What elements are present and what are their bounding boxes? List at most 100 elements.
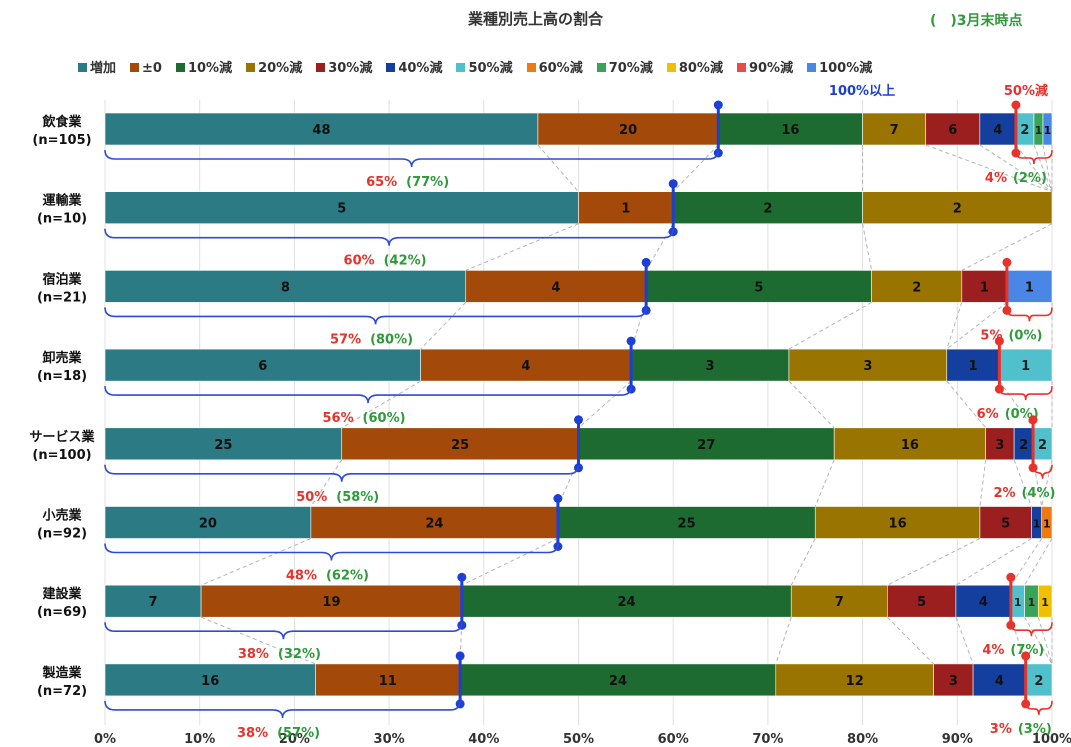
connector-line	[788, 380, 835, 429]
connector-line	[578, 380, 632, 429]
legend-item: 60%減	[526, 57, 583, 76]
bracket	[104, 386, 632, 404]
cumulative-prev-label: (62%)	[326, 569, 369, 584]
bar-segment	[310, 506, 559, 539]
x-tick-label: 0%	[94, 732, 116, 747]
connector-line	[790, 538, 816, 586]
bar-segment	[104, 427, 343, 461]
data-label: 25	[214, 438, 232, 453]
bar-segment	[104, 506, 312, 539]
cumulative-prev-label: (42%)	[384, 254, 427, 269]
tail-label: 2%	[993, 486, 1015, 501]
legend-item: 100%減	[807, 57, 872, 76]
connector-line	[200, 538, 312, 586]
bar-segment	[946, 348, 1000, 382]
tail-prev-label: (7%)	[1010, 643, 1044, 658]
connector-line	[775, 617, 792, 665]
marker-dot	[455, 651, 465, 661]
legend-item: 10%減	[175, 57, 233, 76]
data-label: 1	[980, 280, 989, 295]
bar-segment	[1037, 584, 1053, 618]
bar-segment	[104, 191, 579, 224]
category-label: 製造業	[41, 665, 82, 681]
marker-dot	[994, 336, 1004, 346]
tail-bracket	[998, 386, 1053, 401]
legend-label: 70%減	[608, 61, 653, 76]
connector-line	[814, 459, 835, 507]
bar-segment	[200, 584, 463, 618]
data-label: 7	[149, 595, 158, 610]
connector-line	[672, 144, 719, 193]
data-label: 1	[1021, 359, 1030, 374]
data-label: 24	[425, 517, 443, 532]
legend-swatch	[316, 63, 326, 72]
marker-dot	[457, 572, 467, 582]
bar-segment	[341, 427, 579, 461]
bar-segment	[1041, 506, 1053, 539]
bar-segment	[1025, 663, 1053, 697]
connector-line	[946, 302, 963, 350]
bar-segment	[925, 112, 981, 146]
legend-label: 増加	[90, 61, 117, 76]
cumulative-prev-label: (32%)	[278, 647, 321, 662]
data-label: 27	[697, 438, 715, 453]
connector-line	[886, 616, 934, 665]
marker-dot	[641, 257, 651, 267]
connector-line	[1024, 616, 1053, 665]
tail-bracket	[1006, 307, 1053, 322]
cumulative-label: 38%	[237, 726, 268, 741]
legend-swatch	[526, 63, 536, 72]
connector-line	[465, 223, 579, 271]
bar-segment	[961, 270, 1008, 303]
connector-line	[955, 617, 974, 665]
tail-bracket	[1010, 622, 1053, 637]
data-label: 11	[379, 674, 397, 689]
category-label: 建設業	[42, 586, 82, 602]
data-label: 2	[763, 202, 772, 217]
annotation-label: 100%以上	[829, 84, 895, 99]
legend-swatch	[130, 63, 140, 72]
connector-line	[946, 380, 987, 429]
legend-item: ±0	[130, 61, 162, 76]
data-label: 3	[863, 359, 872, 374]
cumulative-label: 56%	[322, 411, 353, 426]
tail-label: 4%	[982, 643, 1004, 658]
tail-bracket	[1024, 700, 1053, 715]
bar-segment	[717, 112, 863, 146]
bar-segment	[1042, 112, 1053, 146]
bracket	[104, 149, 720, 168]
connector-line	[955, 538, 1032, 586]
data-label: 1	[1033, 518, 1041, 531]
bar-segment	[862, 112, 927, 146]
marker-dot	[713, 100, 723, 110]
bar-segment	[578, 191, 674, 224]
legend-item: 70%減	[596, 57, 653, 76]
category-n-label: (n=18)	[37, 369, 87, 384]
bar-segment	[315, 663, 461, 697]
annotation-label: 50%減	[1004, 83, 1048, 99]
connector-line	[862, 223, 873, 271]
bar-segment	[459, 663, 777, 697]
data-label: 4	[993, 123, 1002, 138]
data-label: 4	[551, 280, 560, 295]
data-label: 1	[1014, 596, 1022, 609]
legend-item: 40%減	[386, 57, 442, 76]
data-label: 1	[621, 202, 630, 217]
connector-line	[1010, 538, 1043, 586]
data-label: 1	[1041, 596, 1049, 609]
x-tick-label: 10%	[184, 732, 215, 747]
tail-label: 3%	[990, 722, 1012, 737]
cumulative-prev-label: (77%)	[406, 175, 449, 190]
category-n-label: (n=10)	[37, 212, 87, 227]
x-tick-label: 90%	[942, 732, 973, 747]
marker-dot	[1002, 257, 1012, 267]
x-tick-label: 80%	[847, 732, 878, 747]
legend-label: 80%減	[678, 61, 723, 76]
connector-line	[1042, 144, 1053, 192]
bar-segment	[833, 427, 987, 461]
legend-label: 90%減	[748, 61, 794, 76]
data-label: 19	[322, 595, 340, 610]
bar-segment	[104, 112, 539, 146]
legend-label: 10%減	[187, 61, 233, 76]
